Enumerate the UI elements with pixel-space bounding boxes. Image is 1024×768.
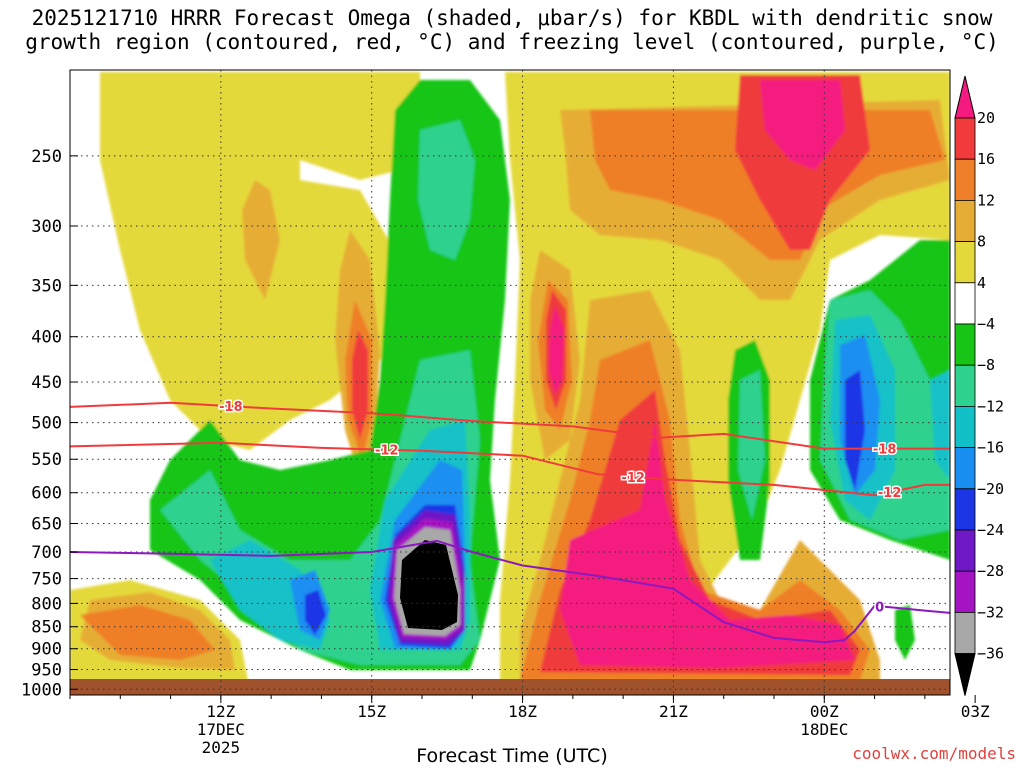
colorbar-label: −32: [977, 603, 1004, 621]
title-line-1: 2025121710 HRRR Forecast Omega (shaded, …: [31, 6, 993, 30]
colorbar-swatch: [954, 117, 976, 160]
grid: [70, 70, 950, 695]
colorbar-swatch: [954, 199, 976, 242]
contour-label: -18: [873, 443, 897, 458]
x-tick-label: 18Z: [508, 702, 537, 721]
y-tick-label: 500: [31, 414, 62, 434]
y-tick-label: 300: [31, 217, 62, 237]
colorbar-label: −28: [977, 562, 1004, 580]
colorbar-label: −8: [977, 356, 995, 374]
y-tick-label: 650: [31, 515, 62, 535]
colorbar-swatch: [954, 570, 976, 613]
x-tick-label: 21Z: [659, 702, 688, 721]
colorbar-swatch: [954, 447, 976, 490]
y-tick-label: 800: [31, 594, 62, 614]
y-tick-label: 400: [31, 328, 62, 348]
y-tick-label: 450: [31, 373, 62, 393]
y-tick-label: 900: [31, 640, 62, 660]
colorbar-swatch: [954, 158, 976, 201]
colorbar-label: −16: [977, 439, 1004, 457]
colorbar-label: −4: [977, 315, 995, 333]
x-tick-label: 03Z: [961, 702, 990, 721]
colorbar-swatch: [954, 488, 976, 531]
colorbar-label: 20: [977, 109, 995, 127]
colorbar-swatch: [954, 323, 976, 366]
omega-field: [70, 70, 950, 695]
colorbar-label: −24: [977, 521, 1004, 539]
x-axis-title: Forecast Time (UTC): [416, 745, 608, 767]
title-line-2: growth region (contoured, red, °C) and f…: [25, 30, 999, 54]
contour--18: [70, 401, 950, 450]
colorbar-label: 12: [977, 191, 995, 209]
y-tick-label: 550: [31, 450, 62, 470]
y-tick-label: 350: [31, 276, 62, 296]
colorbar-label: 16: [977, 150, 995, 168]
contour-labels: -18 -12 -12 -18 -12 0: [218, 399, 903, 617]
contour-label: -12: [621, 471, 645, 486]
x-tick-label: 00Z: [810, 702, 839, 721]
contour-layer: [70, 401, 950, 644]
colorbar-swatch: [954, 612, 976, 655]
x-tick-date: 18DEC: [800, 720, 848, 739]
y-tick-label: 950: [31, 661, 62, 681]
colorbar-arrow-bottom: [954, 653, 976, 696]
colorbar-swatch: [954, 364, 976, 407]
contour-label: -12: [878, 486, 902, 501]
x-tick-label: 12Z: [206, 702, 235, 721]
colorbar-swatch: [954, 241, 976, 284]
y-tick-label: 250: [31, 147, 62, 167]
colorbar-arrow-top: [954, 75, 976, 119]
contour-0: [70, 539, 950, 644]
credit-text: coolwx.com/models: [852, 744, 1016, 763]
y-tick-label: 700: [31, 543, 62, 563]
y-tick-label: 1000: [21, 680, 62, 700]
colorbar-label: −12: [977, 397, 1004, 415]
contour-label: -12: [375, 444, 399, 459]
contour-label: -18: [219, 400, 243, 415]
colorbar-swatch: [954, 405, 976, 448]
colorbar: 20 16 12 8 4 −4 −8 −12 −16 −20 −24 −28 −32 −36: [954, 75, 1004, 696]
contour--12: [70, 441, 950, 497]
y-tick-label: 850: [31, 618, 62, 638]
colorbar-swatch: [954, 529, 976, 572]
x-tick-year: 2025: [202, 738, 241, 757]
y-tick-label: 600: [31, 484, 62, 504]
x-tick-date: 17DEC: [197, 720, 245, 739]
colorbar-label: 8: [977, 233, 986, 251]
colorbar-label: −36: [977, 645, 1004, 663]
x-tick-label: 15Z: [357, 702, 386, 721]
contour-label: 0: [875, 600, 884, 615]
y-tick-label: 750: [31, 570, 62, 590]
colorbar-swatch: [954, 282, 976, 325]
colorbar-label: 4: [977, 274, 986, 292]
colorbar-label: −20: [977, 480, 1004, 498]
y-axis: 2503003504004505005506006507007508008509…: [21, 147, 78, 700]
